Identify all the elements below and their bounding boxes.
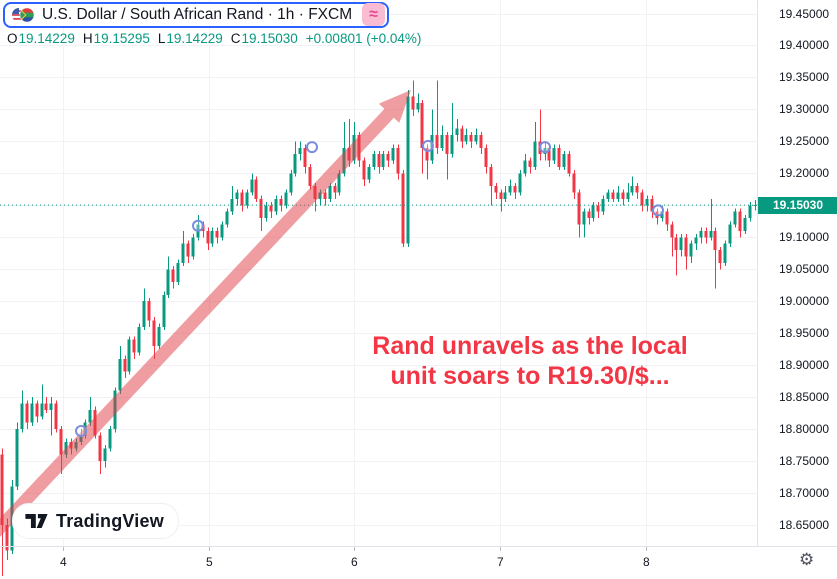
change-value: +0.00801 (+0.04%) (305, 31, 422, 46)
close-value: 19.15030 (241, 31, 298, 46)
annotation-line-2: unit soars to R19.30/$... (390, 362, 670, 390)
price-axis-label: 18.65000 (779, 518, 830, 532)
markers-layer (75, 139, 664, 438)
annotation-text: Rand unravels as the local unit soars to… (355, 331, 705, 391)
price-axis-label: 19.20000 (779, 166, 830, 181)
price-axis-label: 18.80000 (779, 422, 830, 437)
price-axis-label: 19.45000 (779, 6, 830, 21)
price-axis-label: 19.00000 (779, 294, 830, 309)
symbol-button[interactable]: U.S. Dollar / South African Rand · 1h · … (3, 2, 390, 28)
approx-icon: ≈ (369, 5, 378, 23)
price-axis-label: 18.90000 (779, 358, 830, 373)
time-axis[interactable]: 4 5 6 7 8 ⚙ (0, 546, 837, 579)
time-axis-label: 8 (643, 555, 650, 569)
price-axis[interactable]: 19.45000 19.40000 19.35000 19.30000 19.25000… (757, 0, 837, 546)
time-axis-label: 5 (206, 555, 213, 569)
price-axis-label: 18.70000 (779, 486, 830, 501)
compare-similar-button[interactable]: ≈ (362, 3, 385, 26)
time-axis-label: 4 (60, 555, 67, 569)
price-axis-label: 19.35000 (779, 70, 830, 85)
price-axis-label: 19.40000 (779, 38, 830, 53)
current-price-badge: 19.15030 (758, 196, 837, 214)
price-axis-label: 19.05000 (779, 262, 830, 277)
open-value: 19.14229 (18, 31, 75, 46)
tradingview-logo-icon (24, 511, 49, 531)
high-value: 19.15295 (93, 31, 150, 46)
price-axis-label: 18.85000 (779, 390, 830, 405)
time-axis-label: 6 (351, 555, 358, 569)
axis-settings-gear-icon[interactable]: ⚙ (799, 550, 815, 569)
close-label: C (230, 31, 241, 46)
time-axis-label: 7 (497, 555, 504, 569)
low-value: 19.14229 (166, 31, 223, 46)
high-label: H (82, 31, 93, 46)
ohlc-row: O 19.14229 H 19.15295 L 19.14229 C 19.15030 … (7, 31, 421, 46)
symbol-title: U.S. Dollar / South African Rand · 1h · … (42, 6, 353, 23)
price-axis-label: 18.75000 (779, 454, 830, 469)
trend-arrow (0, 90, 411, 538)
tradingview-logo-text: TradingView (56, 510, 164, 531)
grid-layer (0, 0, 757, 551)
open-label: O (7, 31, 18, 46)
currency-pair-flags-icon (11, 7, 35, 23)
annotation-line-1: Rand unravels as the local (372, 332, 688, 360)
price-axis-label: 19.30000 (779, 102, 830, 117)
price-axis-label: 19.10000 (779, 230, 830, 245)
low-label: L (157, 31, 166, 46)
price-axis-label: 18.95000 (779, 326, 830, 341)
price-axis-label: 19.25000 (779, 134, 830, 149)
candles-layer (0, 80, 757, 577)
tradingview-logo[interactable]: TradingView (12, 503, 179, 539)
